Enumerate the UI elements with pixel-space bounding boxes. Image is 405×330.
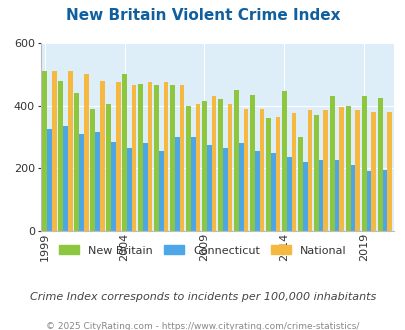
Bar [361, 96, 366, 231]
Bar [281, 91, 286, 231]
Bar [175, 137, 179, 231]
Bar [366, 172, 371, 231]
Bar [100, 81, 104, 231]
Bar [190, 137, 195, 231]
Bar [233, 90, 238, 231]
Bar [63, 126, 68, 231]
Bar [47, 129, 52, 231]
Bar [323, 110, 328, 231]
Bar [143, 143, 147, 231]
Bar [58, 81, 63, 231]
Bar [202, 101, 206, 231]
Bar [386, 112, 391, 231]
Bar [211, 96, 216, 231]
Bar [154, 85, 158, 231]
Bar [382, 170, 386, 231]
Bar [339, 107, 343, 231]
Bar [270, 152, 275, 231]
Bar [179, 85, 184, 231]
Bar [222, 148, 227, 231]
Bar [138, 84, 143, 231]
Bar [318, 160, 323, 231]
Bar [122, 74, 127, 231]
Bar [265, 118, 270, 231]
Bar [115, 82, 120, 231]
Bar [254, 151, 259, 231]
Bar [334, 160, 339, 231]
Bar [111, 142, 115, 231]
Bar [131, 85, 136, 231]
Text: © 2025 CityRating.com - https://www.cityrating.com/crime-statistics/: © 2025 CityRating.com - https://www.city… [46, 322, 359, 330]
Bar [79, 134, 83, 231]
Bar [238, 143, 243, 231]
Bar [286, 157, 291, 231]
Bar [249, 95, 254, 231]
Bar [275, 116, 279, 231]
Bar [42, 71, 47, 231]
Bar [163, 82, 168, 231]
Bar [307, 110, 311, 231]
Bar [227, 104, 232, 231]
Bar [127, 148, 131, 231]
Bar [206, 145, 211, 231]
Bar [68, 71, 72, 231]
Bar [355, 110, 359, 231]
Bar [95, 132, 100, 231]
Bar [371, 112, 375, 231]
Bar [350, 165, 355, 231]
Bar [83, 74, 88, 231]
Bar [217, 99, 222, 231]
Bar [297, 137, 302, 231]
Bar [195, 104, 200, 231]
Bar [170, 85, 175, 231]
Bar [259, 109, 264, 231]
Bar [147, 82, 152, 231]
Bar [291, 114, 296, 231]
Bar [74, 93, 79, 231]
Bar [329, 96, 334, 231]
Bar [345, 106, 350, 231]
Bar [106, 104, 111, 231]
Bar [185, 106, 190, 231]
Bar [52, 71, 56, 231]
Bar [158, 151, 163, 231]
Text: Crime Index corresponds to incidents per 100,000 inhabitants: Crime Index corresponds to incidents per… [30, 292, 375, 302]
Bar [302, 162, 307, 231]
Bar [243, 109, 248, 231]
Bar [313, 115, 318, 231]
Legend: New Britain, Connecticut, National: New Britain, Connecticut, National [55, 241, 350, 260]
Bar [90, 109, 95, 231]
Bar [377, 98, 382, 231]
Text: New Britain Violent Crime Index: New Britain Violent Crime Index [66, 8, 339, 23]
